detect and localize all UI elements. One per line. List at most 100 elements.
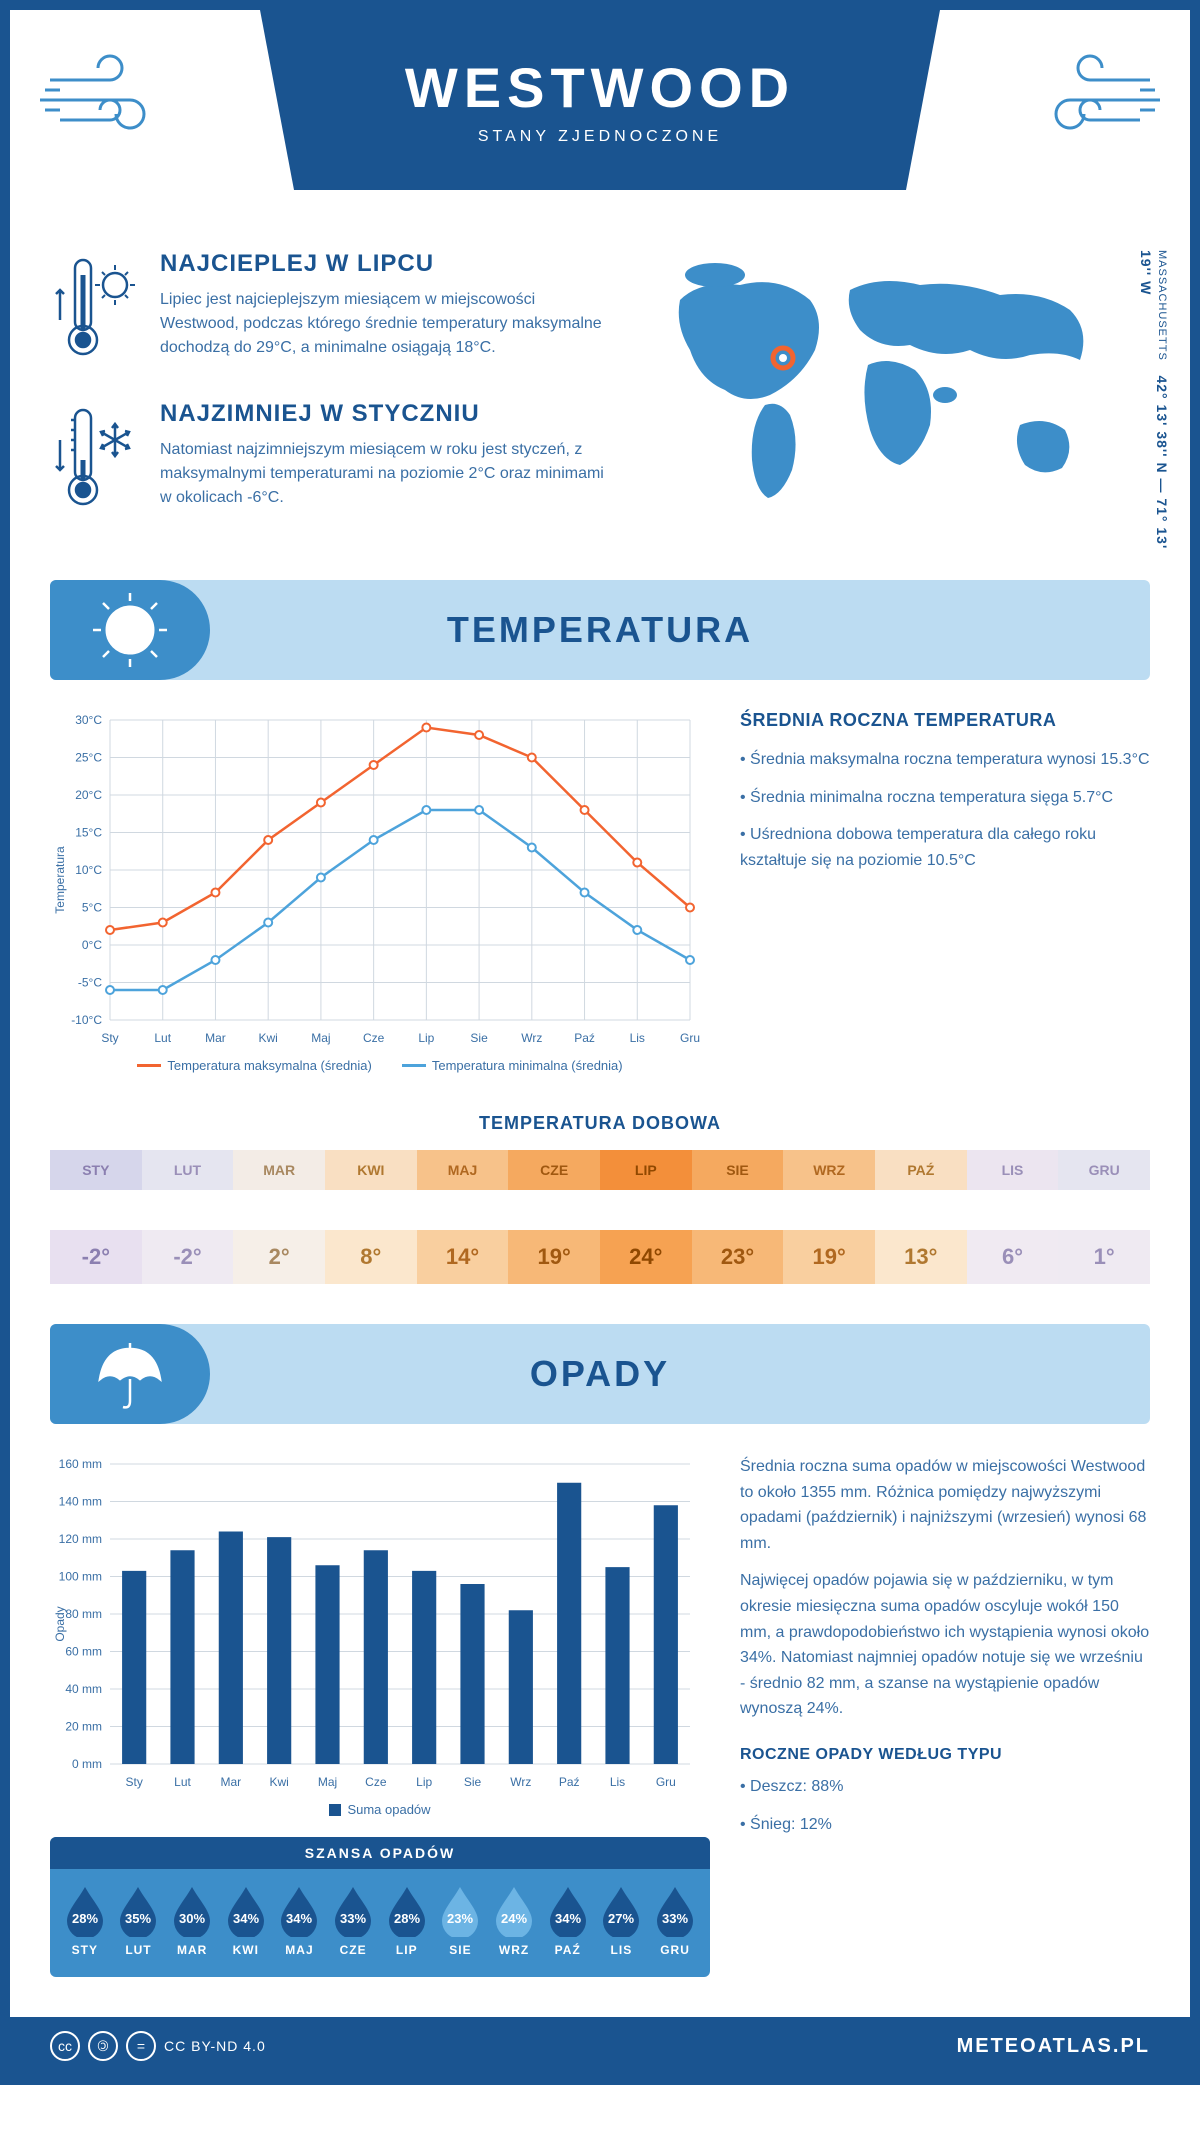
chance-drop: 27%LIS bbox=[599, 1883, 643, 1957]
country-name: STANY ZJEDNOCZONE bbox=[478, 128, 722, 146]
daily-month-cell: KWI bbox=[325, 1150, 417, 1190]
svg-text:60 mm: 60 mm bbox=[65, 1645, 102, 1659]
svg-text:30°C: 30°C bbox=[75, 713, 102, 727]
svg-text:0 mm: 0 mm bbox=[72, 1757, 102, 1771]
svg-text:Cze: Cze bbox=[363, 1031, 385, 1045]
svg-text:Mar: Mar bbox=[220, 1775, 241, 1789]
svg-text:28%: 28% bbox=[394, 1911, 420, 1926]
svg-text:Wrz: Wrz bbox=[521, 1031, 542, 1045]
daily-month-cell: LUT bbox=[142, 1150, 234, 1190]
svg-text:20°C: 20°C bbox=[75, 788, 102, 802]
svg-text:120 mm: 120 mm bbox=[59, 1532, 102, 1546]
chance-drop: 35%LUT bbox=[116, 1883, 160, 1957]
svg-text:33%: 33% bbox=[340, 1911, 366, 1926]
chance-drop: 34%KWI bbox=[224, 1883, 268, 1957]
svg-text:0°C: 0°C bbox=[82, 938, 102, 952]
chance-drop: 28%LIP bbox=[385, 1883, 429, 1957]
svg-text:Opady: Opady bbox=[53, 1606, 67, 1641]
hottest-text: Lipiec jest najcieplejszym miesiącem w m… bbox=[160, 288, 610, 360]
daily-value-cell: 13° bbox=[875, 1230, 967, 1284]
chance-drop: 23%SIE bbox=[438, 1883, 482, 1957]
daily-value-cell: 8° bbox=[325, 1230, 417, 1284]
legend-precip-label: Suma opadów bbox=[347, 1802, 430, 1817]
site-brand: METEOATLAS.PL bbox=[957, 2035, 1150, 2058]
svg-text:34%: 34% bbox=[286, 1911, 312, 1926]
precipitation-legend: Suma opadów bbox=[50, 1802, 710, 1817]
precipitation-summary: Średnia roczna suma opadów w miejscowośc… bbox=[740, 1454, 1150, 1977]
chance-drop: 33%GRU bbox=[653, 1883, 697, 1957]
svg-text:Sie: Sie bbox=[464, 1775, 482, 1789]
header: WESTWOOD STANY ZJEDNOCZONE bbox=[10, 10, 1190, 230]
temperature-summary: ŚREDNIA ROCZNA TEMPERATURA • Średnia mak… bbox=[740, 710, 1150, 1073]
daily-month-cell: GRU bbox=[1058, 1150, 1150, 1190]
hottest-title: NAJCIEPLEJ W LIPCU bbox=[160, 250, 610, 278]
svg-text:Mar: Mar bbox=[205, 1031, 226, 1045]
daily-value-cell: 24° bbox=[600, 1230, 692, 1284]
coldest-fact: NAJZIMNIEJ W STYCZNIU Natomiast najzimni… bbox=[50, 400, 610, 520]
nd-icon: = bbox=[126, 2031, 156, 2061]
svg-text:Lut: Lut bbox=[154, 1031, 171, 1045]
sun-icon bbox=[50, 580, 210, 680]
daily-value-cell: -2° bbox=[142, 1230, 234, 1284]
temperature-legend: Temperatura maksymalna (średnia) Tempera… bbox=[50, 1058, 710, 1073]
svg-text:Temperatura: Temperatura bbox=[53, 846, 67, 914]
chance-drop: 34%PAŹ bbox=[546, 1883, 590, 1957]
temperature-chart: -10°C-5°C0°C5°C10°C15°C20°C25°C30°CStyLu… bbox=[50, 710, 710, 1073]
city-name: WESTWOOD bbox=[405, 55, 795, 120]
daily-month-cell: STY bbox=[50, 1150, 142, 1190]
precip-para-2: Najwięcej opadów pojawia się w październ… bbox=[740, 1568, 1150, 1722]
thermometer-hot-icon bbox=[50, 250, 140, 370]
precipitation-title: OPADY bbox=[530, 1353, 670, 1395]
svg-text:Paź: Paź bbox=[559, 1775, 580, 1789]
region-label: MASSACHUSETTS bbox=[1156, 250, 1168, 361]
info-section: NAJCIEPLEJ W LIPCU Lipiec jest najcieple… bbox=[10, 230, 1190, 580]
svg-text:Sty: Sty bbox=[101, 1031, 118, 1045]
daily-value-cell: 19° bbox=[508, 1230, 600, 1284]
world-map bbox=[650, 250, 1110, 510]
svg-text:10°C: 10°C bbox=[75, 863, 102, 877]
daily-value-cell: -2° bbox=[50, 1230, 142, 1284]
by-icon: 🄯 bbox=[88, 2031, 118, 2061]
svg-text:40 mm: 40 mm bbox=[65, 1682, 102, 1696]
chance-drop: 28%STY bbox=[63, 1883, 107, 1957]
svg-text:25°C: 25°C bbox=[75, 751, 102, 765]
svg-text:Gru: Gru bbox=[680, 1031, 700, 1045]
map-area: MASSACHUSETTS 42° 13' 38'' N — 71° 13' 1… bbox=[650, 250, 1150, 550]
daily-month-cell: WRZ bbox=[783, 1150, 875, 1190]
svg-text:Paź: Paź bbox=[574, 1031, 595, 1045]
chance-drop: 33%CZE bbox=[331, 1883, 375, 1957]
svg-text:Lip: Lip bbox=[418, 1031, 434, 1045]
precipitation-section-header: OPADY bbox=[50, 1324, 1150, 1424]
svg-text:Wrz: Wrz bbox=[510, 1775, 531, 1789]
daily-value-cell: 23° bbox=[692, 1230, 784, 1284]
svg-text:Sty: Sty bbox=[125, 1775, 142, 1789]
annual-temp-bullet: • Uśredniona dobowa temperatura dla całe… bbox=[740, 822, 1150, 873]
title-banner: WESTWOOD STANY ZJEDNOCZONE bbox=[260, 10, 940, 190]
daily-month-cell: CZE bbox=[508, 1150, 600, 1190]
svg-text:160 mm: 160 mm bbox=[59, 1457, 102, 1471]
coldest-text: Natomiast najzimniejszym miesiącem w rok… bbox=[160, 438, 610, 510]
daily-month-cell: PAŹ bbox=[875, 1150, 967, 1190]
daily-month-cell: LIS bbox=[967, 1150, 1059, 1190]
svg-text:140 mm: 140 mm bbox=[59, 1495, 102, 1509]
license-block: cc 🄯 = CC BY-ND 4.0 bbox=[50, 2031, 266, 2061]
daily-month-cell: MAR bbox=[233, 1150, 325, 1190]
daily-value-cell: 6° bbox=[967, 1230, 1059, 1284]
daily-temp-title: TEMPERATURA DOBOWA bbox=[10, 1113, 1190, 1134]
svg-text:20 mm: 20 mm bbox=[65, 1720, 102, 1734]
coordinates: MASSACHUSETTS 42° 13' 38'' N — 71° 13' 1… bbox=[1138, 250, 1170, 550]
svg-text:Lut: Lut bbox=[174, 1775, 191, 1789]
daily-value-cell: 2° bbox=[233, 1230, 325, 1284]
svg-text:100 mm: 100 mm bbox=[59, 1570, 102, 1584]
svg-text:33%: 33% bbox=[662, 1911, 688, 1926]
precipitation-chance-panel: SZANSA OPADÓW 28%STY35%LUT30%MAR34%KWI34… bbox=[50, 1837, 710, 1977]
svg-text:80 mm: 80 mm bbox=[65, 1607, 102, 1621]
svg-text:Kwi: Kwi bbox=[269, 1775, 288, 1789]
svg-text:Maj: Maj bbox=[311, 1031, 330, 1045]
precip-type-bullet: • Śnieg: 12% bbox=[740, 1812, 1150, 1838]
chance-drop: 30%MAR bbox=[170, 1883, 214, 1957]
umbrella-icon bbox=[50, 1324, 210, 1424]
hottest-fact: NAJCIEPLEJ W LIPCU Lipiec jest najcieple… bbox=[50, 250, 610, 370]
wind-decoration-icon bbox=[1010, 40, 1160, 160]
legend-min-label: Temperatura minimalna (średnia) bbox=[432, 1058, 623, 1073]
